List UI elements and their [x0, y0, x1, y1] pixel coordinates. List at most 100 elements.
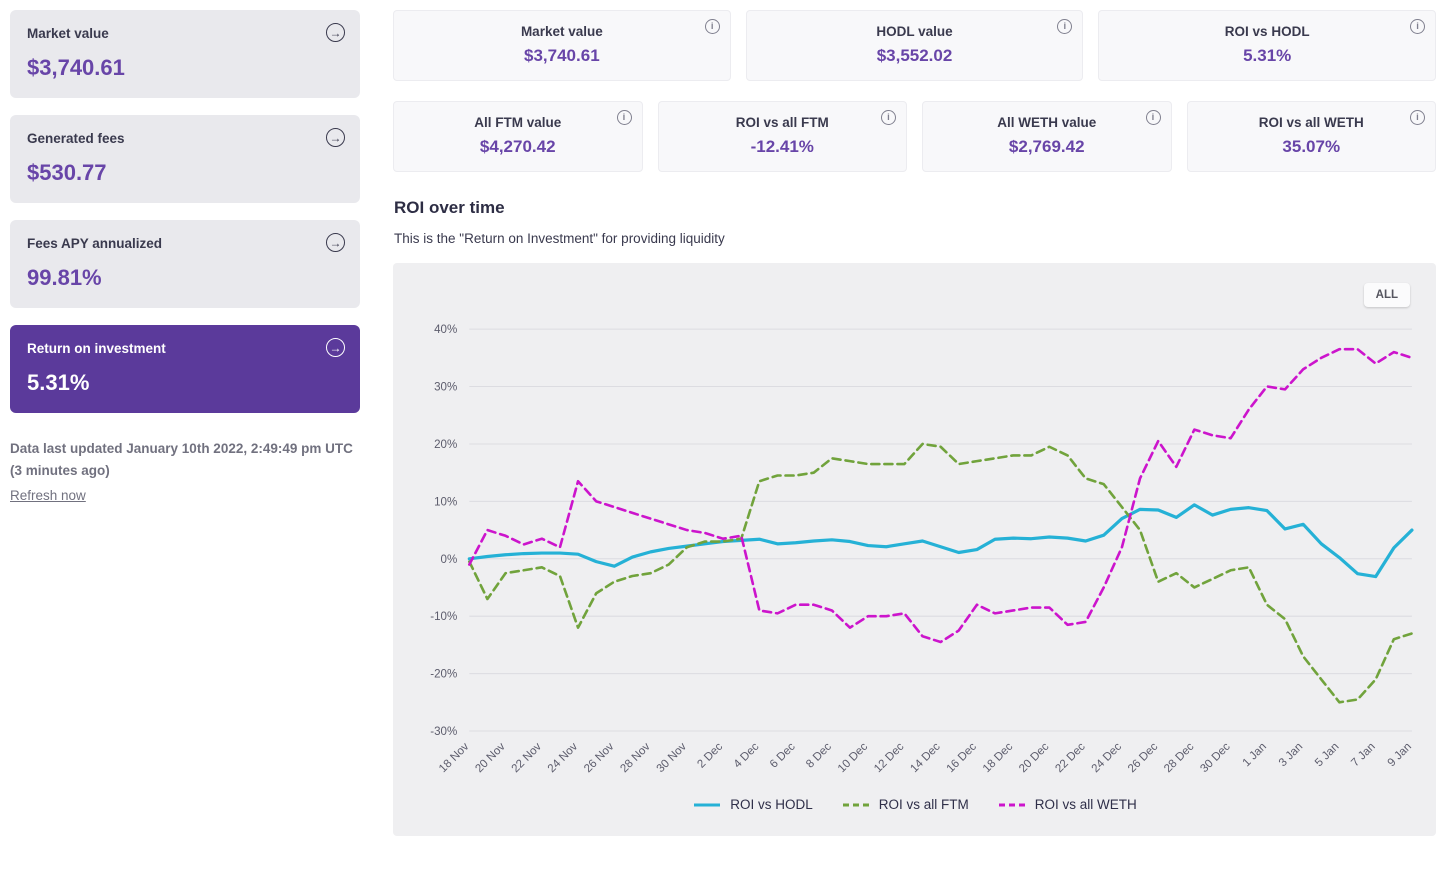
x-axis-tick-label: 20 Dec — [1017, 741, 1052, 776]
y-axis-tick-label: -10% — [430, 611, 457, 623]
x-axis-tick-label: 18 Dec — [981, 741, 1016, 776]
refresh-now-link[interactable]: Refresh now — [10, 487, 86, 503]
stat-label: HODL value — [876, 24, 953, 39]
x-axis-tick-label: 9 Jan — [1386, 741, 1414, 769]
legend-swatch-icon — [842, 803, 869, 807]
series-line-roi-vs-hodl — [467, 503, 1414, 579]
legend-label: ROI vs HODL — [730, 797, 813, 813]
stat-card-roi-vs-all-weth: i ROI vs all WETH 35.07% — [1186, 101, 1436, 172]
x-axis-tick-label: 10 Dec — [836, 741, 871, 776]
y-axis-tick-label: 0% — [441, 554, 458, 566]
x-axis-tick-label: 28 Nov — [618, 741, 653, 776]
roi-chart-panel: ALL 40% 30% 20% 10% 0% -10% -20% -30% 18 Nov 20 N… — [393, 263, 1436, 837]
arrow-right-icon[interactable]: → — [326, 233, 345, 252]
arrow-right-icon[interactable]: → — [326, 23, 345, 42]
x-axis-tick-label: 26 Dec — [1126, 741, 1161, 776]
sidebar-card-label: Generated fees — [27, 131, 125, 146]
stat-value: $4,270.42 — [479, 137, 556, 156]
sidebar-card-label: Return on investment — [27, 341, 166, 356]
stat-label: Market value — [520, 24, 603, 39]
main-content: i Market value $3,740.61 i HODL value $3… — [393, 10, 1437, 837]
legend-item-roi-vs-all-weth[interactable]: ROI vs all WETH — [997, 797, 1137, 812]
sidebar-card-generated-fees[interactable]: Generated fees → $530.77 — [10, 115, 360, 203]
x-axis-tick-label: 5 Jan — [1313, 741, 1341, 769]
sidebar-card-value: 99.81% — [27, 265, 102, 290]
y-axis-tick-label: -30% — [430, 726, 457, 738]
legend-label: ROI vs all FTM — [878, 797, 969, 813]
section-subtitle: This is the "Return on Investment" for p… — [394, 231, 725, 246]
info-icon[interactable]: i — [1145, 110, 1161, 125]
stat-card-roi-vs-hodl: i ROI vs HODL 5.31% — [1098, 10, 1437, 81]
x-axis-tick-label: 22 Dec — [1053, 741, 1088, 776]
sidebar-card-value: 5.31% — [27, 370, 90, 395]
sidebar-card-return-on-investment[interactable]: Return on investment → 5.31% — [10, 325, 360, 413]
x-axis-tick-label: 2 Dec — [695, 741, 725, 771]
x-axis-tick-label: 1 Jan — [1241, 741, 1269, 769]
y-axis-tick-label: 30% — [434, 381, 457, 393]
x-axis-tick-label: 26 Nov — [582, 741, 617, 776]
stat-card-all-weth-value: i All WETH value $2,769.42 — [922, 101, 1172, 172]
chart-legend: ROI vs HODL ROI vs all FTM ROI vs all WETH — [407, 797, 1422, 812]
x-axis-tick-label: 22 Nov — [510, 741, 545, 776]
stat-label: ROI vs HODL — [1224, 24, 1310, 39]
sidebar-card-value: $3,740.61 — [27, 55, 125, 80]
dashboard-page: Market value → $3,740.61 Generated fees … — [10, 10, 1437, 837]
series-line-roi-vs-all-weth — [468, 347, 1414, 644]
legend-swatch-icon — [998, 803, 1025, 807]
x-axis-tick-label: 30 Dec — [1198, 741, 1233, 776]
info-icon[interactable]: i — [1410, 19, 1426, 34]
x-axis-tick-label: 24 Nov — [546, 741, 581, 776]
x-axis-tick-label: 6 Dec — [768, 741, 798, 771]
sidebar-card-fees-apy[interactable]: Fees APY annualized → 99.81% — [10, 220, 360, 308]
stats-row-1: i Market value $3,740.61 i HODL value $3… — [393, 10, 1437, 81]
x-axis-tick-label: 3 Jan — [1277, 741, 1305, 769]
stat-value: -12.41% — [750, 137, 814, 156]
info-icon[interactable]: i — [1410, 110, 1425, 125]
y-axis-tick-label: 20% — [434, 439, 457, 451]
sidebar-card-value: $530.77 — [27, 160, 107, 185]
x-axis-tick-label: 16 Dec — [945, 741, 980, 776]
roi-line-chart: 40%30%20%10%0%-10%-20%-30%18 Nov 20 Nov 22… — [430, 324, 1414, 776]
legend-swatch-icon — [694, 803, 721, 807]
stat-value: 35.07% — [1282, 137, 1341, 156]
stat-value: $3,552.02 — [876, 46, 953, 65]
stat-label: ROI vs all WETH — [1258, 115, 1364, 130]
stats-row-2: i All FTM value $4,270.42 i ROI vs all F… — [393, 101, 1436, 172]
sidebar-card-label: Market value — [27, 26, 109, 41]
x-axis-tick-label: 24 Dec — [1090, 741, 1125, 776]
section-title: ROI over time — [394, 198, 505, 217]
arrow-right-icon[interactable]: → — [326, 338, 345, 357]
stat-value: $3,740.61 — [524, 46, 600, 65]
arrow-right-icon[interactable]: → — [326, 128, 345, 147]
stat-label: ROI vs all FTM — [735, 115, 829, 130]
stat-card-market-value: i Market value $3,740.61 — [393, 10, 731, 81]
legend-item-roi-vs-all-ftm[interactable]: ROI vs all FTM — [841, 797, 969, 812]
y-axis-tick-label: -20% — [430, 669, 457, 681]
x-axis-tick-label: 14 Dec — [908, 741, 943, 776]
x-axis-tick-label: 12 Dec — [872, 741, 907, 776]
legend-label: ROI vs all WETH — [1034, 797, 1137, 813]
x-axis-tick-label: 8 Dec — [804, 741, 834, 771]
info-icon[interactable]: i — [881, 110, 896, 125]
last-updated-text: Data last updated January 10th 2022, 2:4… — [10, 441, 353, 456]
series-line-roi-vs-all-ftm — [468, 442, 1414, 704]
info-icon[interactable]: i — [704, 19, 720, 34]
range-all-button[interactable]: ALL — [1363, 283, 1410, 307]
x-axis-tick-label: 30 Nov — [655, 741, 690, 776]
last-updated-ago: (3 minutes ago) — [10, 463, 110, 479]
x-axis-tick-label: 28 Dec — [1162, 741, 1197, 776]
stat-label: All FTM value — [474, 115, 562, 130]
stat-card-roi-vs-all-ftm: i ROI vs all FTM -12.41% — [657, 101, 907, 172]
info-icon[interactable]: i — [1057, 19, 1073, 34]
stat-value: $2,769.42 — [1008, 137, 1085, 156]
x-axis-tick-label: 20 Nov — [473, 741, 508, 776]
info-icon[interactable]: i — [616, 110, 632, 125]
stat-card-all-ftm-value: i All FTM value $4,270.42 — [393, 101, 643, 172]
y-axis-tick-label: 10% — [434, 496, 457, 508]
sidebar-card-label: Fees APY annualized — [27, 236, 163, 251]
x-axis-tick-label: 7 Jan — [1349, 741, 1377, 769]
stat-card-hodl-value: i HODL value $3,552.02 — [745, 10, 1084, 81]
y-axis-tick-label: 40% — [434, 324, 457, 336]
legend-item-roi-vs-hodl[interactable]: ROI vs HODL — [692, 797, 813, 812]
sidebar-card-market-value[interactable]: Market value → $3,740.61 — [10, 10, 360, 98]
